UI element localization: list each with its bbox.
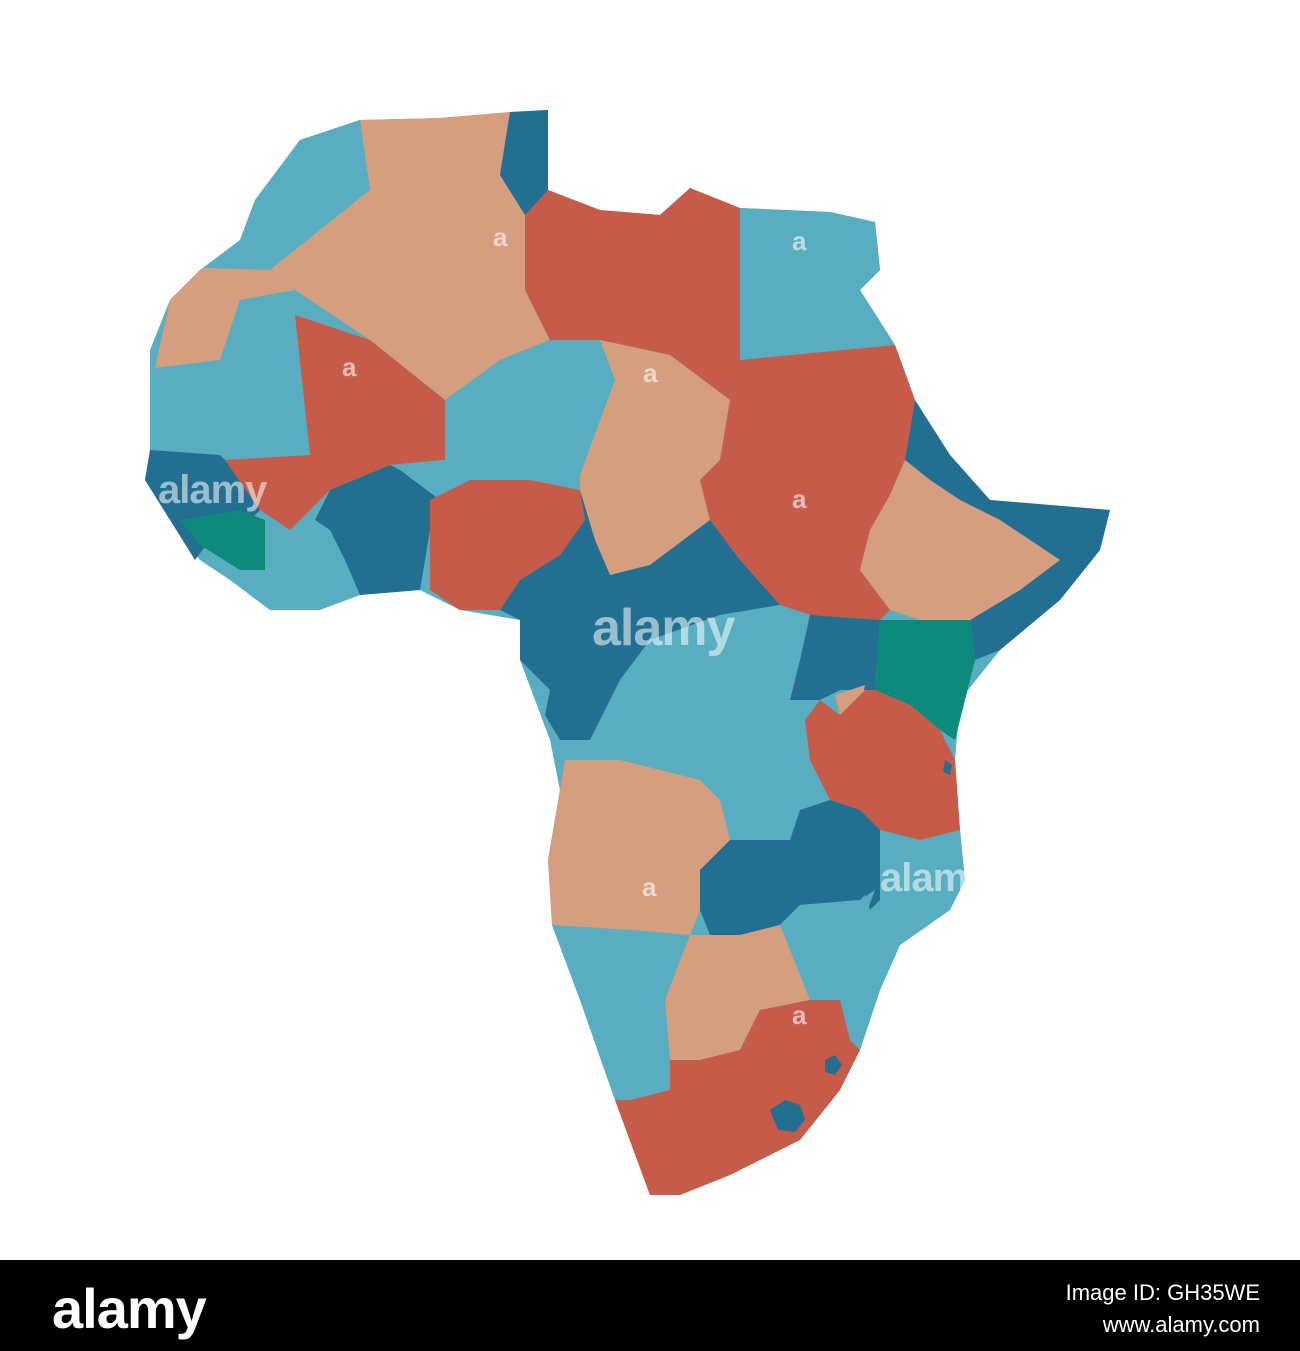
watermark-center: alamy	[592, 599, 735, 657]
africa-map	[145, 110, 1110, 1195]
region-chad	[580, 340, 730, 575]
region-uganda	[790, 615, 880, 700]
region-swaziland	[825, 1055, 842, 1075]
region-mali	[225, 315, 445, 530]
region-sudan	[700, 345, 915, 620]
watermark-letter-7: a	[792, 1000, 807, 1030]
watermark-letter-4: a	[643, 358, 658, 388]
watermark-left: alamy	[158, 468, 267, 512]
region-angola	[548, 760, 730, 935]
region-eritrea	[905, 400, 1110, 660]
region-nigeria	[430, 480, 585, 610]
region-zanzibar	[943, 760, 952, 775]
image-id-label: Image ID: GH35WE	[1065, 1280, 1260, 1305]
region-zambia	[700, 800, 880, 935]
map-area: alamy alamy alamy a a a a a a a	[145, 110, 1110, 1195]
region-ethiopia	[860, 460, 1060, 620]
region-cameroon	[500, 490, 780, 740]
region-mozambique	[840, 830, 965, 1050]
region-sierra-leone	[180, 510, 270, 570]
region-malawi	[860, 810, 880, 910]
region-lesotho	[770, 1100, 805, 1132]
region-ivory-coast	[265, 520, 345, 610]
region-western-sahara	[155, 268, 295, 368]
footer-bar: alamy Image ID: GH35WE www.alamy.com	[0, 1260, 1300, 1351]
region-mauritania	[150, 290, 310, 455]
region-south-africa	[615, 1000, 860, 1195]
region-kenya	[875, 620, 975, 740]
region-drc	[600, 605, 820, 840]
watermark-letter-1: a	[493, 222, 508, 252]
region-botswana	[665, 925, 810, 1060]
region-libya	[525, 188, 740, 400]
region-algeria	[270, 112, 550, 400]
region-zimbabwe	[780, 890, 875, 1000]
region-egypt	[740, 208, 895, 360]
region-namibia	[552, 925, 690, 1100]
region-tunisia	[500, 110, 548, 215]
region-tanzania	[805, 690, 960, 840]
footer-logo[interactable]: alamy	[52, 1277, 207, 1340]
watermark-letter-6: a	[642, 872, 657, 902]
watermark-letter-2: a	[792, 226, 807, 256]
watermark-letter-3: a	[342, 352, 357, 382]
footer-url-link[interactable]: www.alamy.com	[1102, 1312, 1260, 1337]
region-morocco	[205, 120, 370, 270]
region-niger	[390, 340, 615, 480]
watermark-right: alamy	[880, 856, 989, 900]
region-ghana	[315, 465, 440, 595]
watermark-letter-5: a	[792, 484, 807, 514]
